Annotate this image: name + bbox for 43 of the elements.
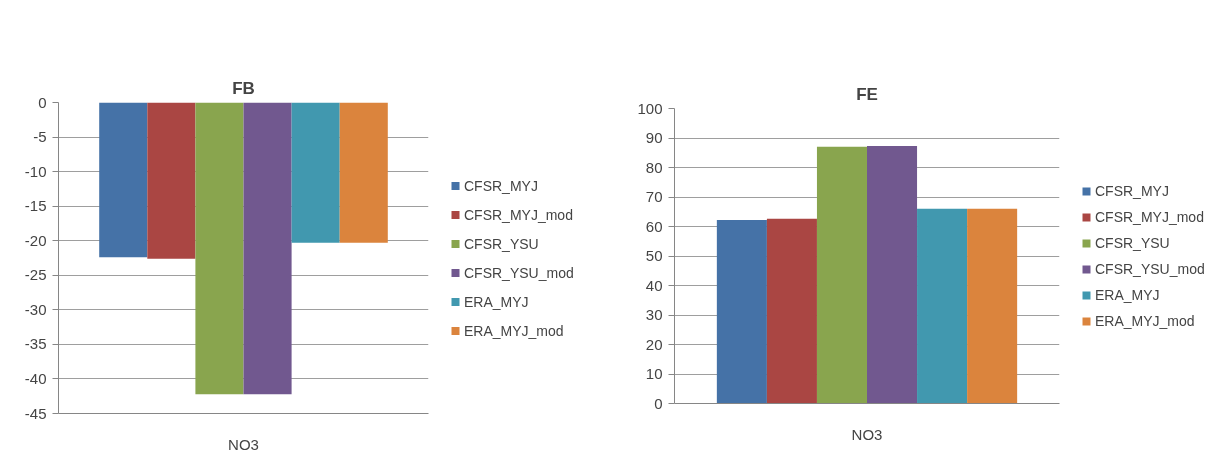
y-tick-label: 0 (654, 394, 663, 412)
y-tick-label: 50 (645, 247, 663, 264)
legend-label: CFSR_MYJ_mod (464, 206, 573, 222)
y-tick-label: -35 (24, 335, 47, 353)
bar (716, 220, 767, 404)
x-tick-label: NO3 (851, 425, 883, 443)
y-tick-label: -25 (24, 266, 47, 284)
legend-label: ERA_MYJ_mod (464, 322, 564, 338)
y-tick-label: 40 (645, 276, 663, 294)
y-tick-label: 90 (645, 129, 663, 146)
y-tick-label: 100 (637, 99, 663, 117)
bar (766, 218, 817, 404)
legend-label: CFSR_YSU_mod (1095, 260, 1205, 277)
legend-label: CFSR_MYJ_mod (1095, 208, 1204, 225)
legend-label: CFSR_MYJ (464, 177, 538, 193)
y-tick-label: 70 (645, 188, 663, 205)
y-tick-label: -10 (24, 162, 47, 180)
y-tick-label: 10 (645, 365, 663, 382)
chart-title: FB (232, 78, 255, 98)
legend-label: CFSR_YSU (1095, 234, 1170, 251)
legend-label: CFSR_YSU (464, 235, 539, 251)
chart-title: FE (856, 84, 878, 104)
bar (816, 146, 867, 404)
y-tick-label: -5 (33, 128, 47, 146)
y-tick-label: -40 (24, 369, 47, 387)
y-tick-label: -15 (24, 197, 47, 215)
y-tick-label: 60 (645, 217, 663, 235)
legend-label: ERA_MYJ (464, 293, 529, 309)
legend-label: ERA_MYJ_mod (1095, 312, 1195, 329)
legend-label: CFSR_MYJ (1095, 182, 1169, 199)
legend-label: ERA_MYJ (1095, 286, 1160, 303)
y-tick-label: 80 (645, 158, 663, 176)
y-tick-label: -20 (24, 231, 47, 249)
y-tick-label: 20 (645, 335, 663, 353)
bar (967, 208, 1018, 404)
bar (867, 145, 918, 404)
y-tick-label: 0 (38, 93, 47, 111)
y-tick-label: 30 (645, 306, 663, 323)
legend-label: CFSR_YSU_mod (464, 264, 574, 280)
bar (917, 208, 968, 404)
x-tick-label: NO3 (228, 435, 259, 453)
y-tick-label: -30 (24, 300, 47, 318)
y-tick-label: -45 (24, 404, 47, 422)
